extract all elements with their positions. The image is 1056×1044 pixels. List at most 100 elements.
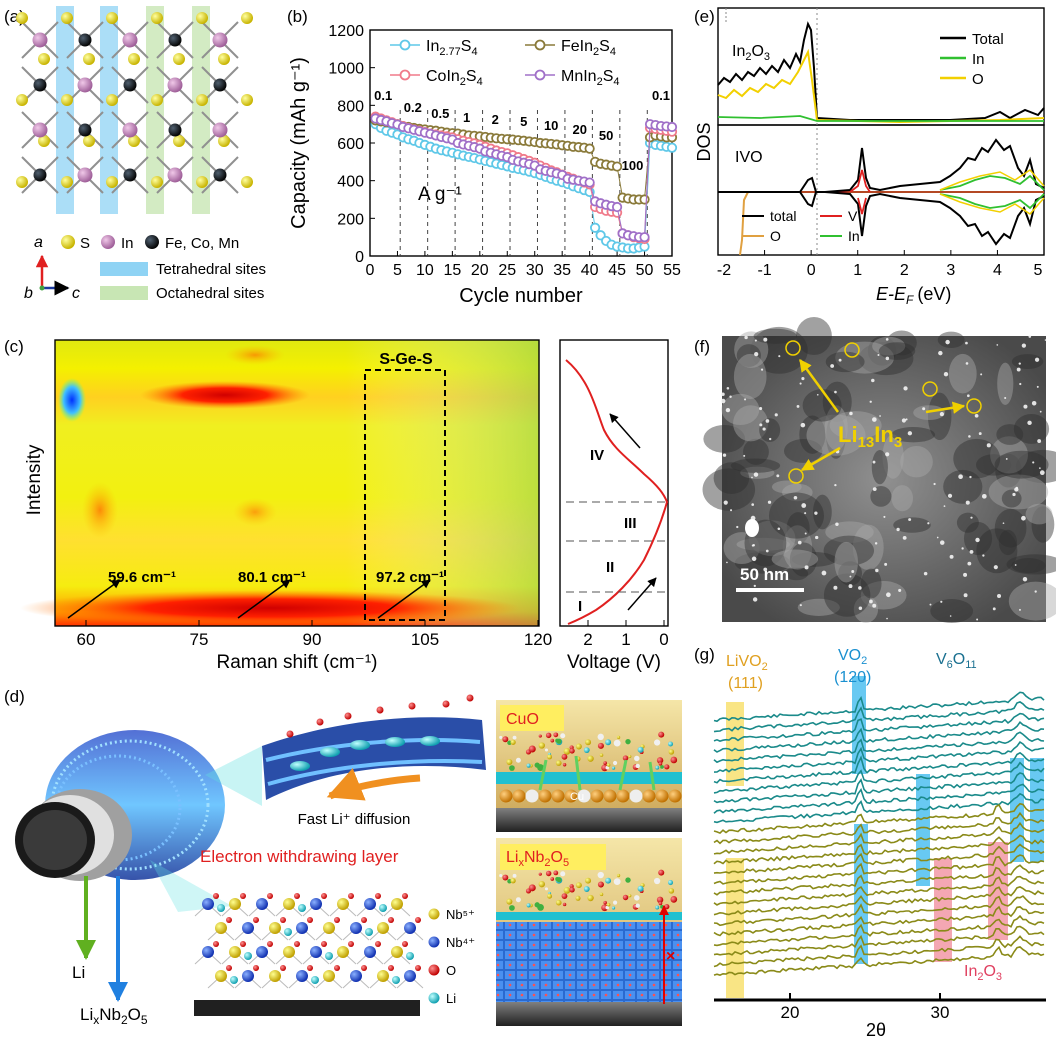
dos-tick: 3 xyxy=(946,262,955,279)
y-tick-label: 0 xyxy=(355,249,364,266)
ewl-label: Electron withdrawing layer xyxy=(200,847,399,866)
nb-ion xyxy=(377,922,389,934)
dos-bottom-v-curve xyxy=(849,169,871,215)
xrd-trace xyxy=(713,721,1045,753)
s-atom xyxy=(128,53,140,65)
fast-diffusion-label: Fast Li⁺ diffusion xyxy=(298,811,411,828)
electron-withdrawing-lattice xyxy=(194,893,424,989)
nb-ion xyxy=(323,970,335,982)
nb-ion xyxy=(229,946,241,958)
li-ion xyxy=(325,952,333,960)
chart-b-series xyxy=(370,111,678,254)
raman-xlabel: Raman shift (cm⁻¹) xyxy=(217,652,378,673)
in-atom xyxy=(212,32,228,48)
li-ion xyxy=(217,904,225,912)
x-tick-label: 55 xyxy=(663,262,681,279)
metal-atom xyxy=(78,123,92,137)
axis-a-label: a xyxy=(34,234,43,251)
s-atom-icon xyxy=(61,235,75,249)
tetrahedral-band xyxy=(56,6,74,214)
raman-x-ticks: 60 75 90 105 120 xyxy=(77,620,552,649)
x-tick-label: 10 xyxy=(416,262,434,279)
v6o11-band-a xyxy=(916,774,930,886)
s-atom xyxy=(241,12,253,24)
metal-atom xyxy=(123,78,137,92)
legend-s: S xyxy=(80,235,90,252)
x-tick-label: 25 xyxy=(498,262,516,279)
stage-iv: IV xyxy=(590,447,604,464)
in-atom xyxy=(167,77,183,93)
rate-label: 0.1 xyxy=(374,88,392,103)
data-point xyxy=(639,194,650,205)
tem-circles xyxy=(785,340,982,484)
nb-ion xyxy=(256,898,268,910)
stage-iii: III xyxy=(624,515,637,532)
chart-b-ylabel: Capacity (mAh g⁻¹) xyxy=(288,57,310,229)
dos-bottom-o-curve xyxy=(939,169,1045,215)
nb-ion xyxy=(215,970,227,982)
nb-ion xyxy=(229,898,241,910)
nb-ion xyxy=(283,898,295,910)
xrd-trace xyxy=(713,802,1045,835)
x-tick-label: 0 xyxy=(366,262,375,279)
x-tick-label: 35 xyxy=(553,262,571,279)
in-atom xyxy=(122,32,138,48)
s-atom xyxy=(218,53,230,65)
nb-ion xyxy=(350,922,362,934)
peak-label-59: 59.6 cm⁻¹ xyxy=(108,569,176,586)
s-atom xyxy=(83,53,95,65)
voltage-tick: 0 xyxy=(659,630,668,649)
legend-li: Li xyxy=(446,991,456,1006)
nb-ion xyxy=(296,922,308,934)
xrd-trace xyxy=(713,751,1045,784)
peak-label-80: 80.1 cm⁻¹ xyxy=(238,569,306,586)
s-atom xyxy=(151,12,163,24)
nb4-icon xyxy=(428,936,440,948)
o-ion xyxy=(294,941,300,947)
y-tick-label: 1000 xyxy=(328,61,364,78)
xrd-trace xyxy=(713,701,1045,733)
s-atom xyxy=(61,176,73,188)
s-atom xyxy=(83,135,95,147)
chart-b-unit-label: A g⁻¹ xyxy=(418,184,462,205)
legend-marker xyxy=(534,69,546,81)
li-icon xyxy=(428,992,440,1004)
panel-c: (c) S-Ge-S 59.6 cm⁻¹ 80.1 cm⁻¹ 97.2 cm⁻¹… xyxy=(4,337,669,673)
axis-c-label: c xyxy=(72,285,80,302)
livo2-band xyxy=(726,702,744,786)
vo2-band xyxy=(852,676,866,774)
nb-ion xyxy=(404,922,416,934)
octahedral-swatch xyxy=(100,286,148,300)
dos-top-frame xyxy=(717,7,1045,126)
tetrahedral-band xyxy=(100,6,118,214)
s-atom xyxy=(173,53,185,65)
panel-d-letter: (d) xyxy=(4,687,25,706)
legend-octa: Octahedral sites xyxy=(156,285,264,302)
xrd-trace xyxy=(713,712,1045,742)
octahedral-band xyxy=(146,6,164,214)
metal-atom xyxy=(213,168,227,182)
metal-atom xyxy=(33,168,47,182)
dos-bottom-total-up xyxy=(718,138,1045,193)
legend-bottom-v: V xyxy=(848,208,858,224)
nb-ion xyxy=(202,898,214,910)
o-ion xyxy=(280,965,286,971)
s-ge-s-box xyxy=(364,369,446,621)
nb-ion xyxy=(242,970,254,982)
tem-image xyxy=(722,336,1046,622)
metal-atom xyxy=(168,123,182,137)
li-ion xyxy=(230,976,238,984)
data-point xyxy=(590,222,601,233)
metal-atom xyxy=(168,33,182,47)
o-ion xyxy=(375,941,381,947)
chart-b-legend: In2.77S4 FeIn2S4 CoIn2S4 MnIn2S4 xyxy=(390,38,620,88)
cu-label: Cu xyxy=(570,791,584,803)
x-tick-label: 30 xyxy=(526,262,544,279)
xrd-patterns xyxy=(713,691,1045,976)
data-point xyxy=(666,142,678,153)
o-ion xyxy=(253,917,259,923)
s-atom xyxy=(106,12,118,24)
legend-entry: MnIn2S4 xyxy=(561,68,620,88)
xrd-trace xyxy=(713,691,1045,723)
